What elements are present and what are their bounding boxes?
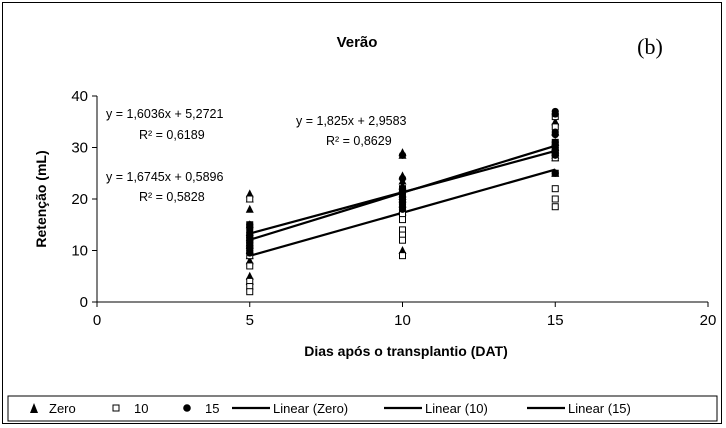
legend-15-label: 15 (205, 401, 219, 416)
point-10 (551, 195, 559, 203)
legend-zero-label: Zero (49, 401, 76, 416)
legend-15-circle-icon (183, 404, 191, 412)
legend-10-label: 10 (134, 401, 148, 416)
point-10 (399, 236, 406, 244)
chart-title: Verão (337, 34, 378, 51)
point-10 (399, 252, 406, 260)
y-tick-label: 40 (71, 88, 88, 105)
point-zero (245, 189, 254, 198)
y-tick-label: 30 (71, 140, 88, 157)
data-points (245, 107, 560, 296)
point-15 (246, 249, 254, 257)
point-10 (551, 185, 559, 193)
point-zero (245, 271, 254, 280)
equation-zero: y = 1,6036x + 5,2721 (106, 107, 224, 121)
point-10 (246, 288, 254, 296)
point-15 (551, 131, 559, 139)
legend-linear-10-label: Linear (10) (425, 401, 488, 416)
point-15 (551, 138, 559, 146)
r2-15: R² = 0,8629 (326, 134, 392, 148)
point-zero (245, 256, 254, 265)
point-10 (551, 203, 559, 211)
point-10 (246, 262, 254, 270)
legend-linear-zero-label: Linear (Zero) (273, 401, 348, 416)
legend-linear-15-label: Linear (15) (568, 401, 631, 416)
y-tick-label: 20 (71, 191, 88, 208)
point-15 (398, 151, 407, 159)
point-zero (245, 204, 254, 213)
r2-zero: R² = 0,6189 (139, 128, 205, 142)
point-zero (398, 246, 407, 254)
legend-zero-triangle-icon (30, 403, 38, 413)
equation-15: y = 1,825x + 2,9583 (296, 114, 407, 128)
x-tick-label: 15 (547, 312, 564, 329)
x-tick-label: 0 (93, 312, 101, 329)
point-zero (551, 117, 560, 126)
x-tick-label: 5 (246, 312, 254, 329)
point-15 (398, 174, 407, 182)
x-axis-label: Dias após o transplantio (DAT) (304, 343, 508, 359)
point-15 (551, 151, 559, 159)
legend: Zero 10 15 Linear (Zero) Linear (10) Lin… (7, 395, 718, 422)
legend-box (7, 395, 718, 422)
point-10 (246, 195, 254, 203)
chart-frame (2, 2, 722, 424)
point-15 (551, 110, 559, 118)
point-10 (399, 216, 406, 224)
panel-label: (b) (637, 34, 663, 59)
r2-10: R² = 0,5828 (139, 190, 205, 204)
y-axis-label: Retenção (mL) (33, 150, 49, 247)
point-15 (398, 205, 407, 213)
y-tick-label: 10 (71, 243, 88, 260)
x-tick-label: 20 (700, 312, 717, 329)
point-15 (551, 169, 559, 177)
y-tick-label: 0 (80, 294, 88, 311)
ticks: 0 5 10 15 20 0 10 20 30 40 (71, 88, 716, 329)
x-tick-label: 10 (394, 312, 411, 329)
equation-10: y = 1,6745x + 0,5896 (106, 170, 224, 184)
legend-10-square-icon (112, 404, 120, 412)
